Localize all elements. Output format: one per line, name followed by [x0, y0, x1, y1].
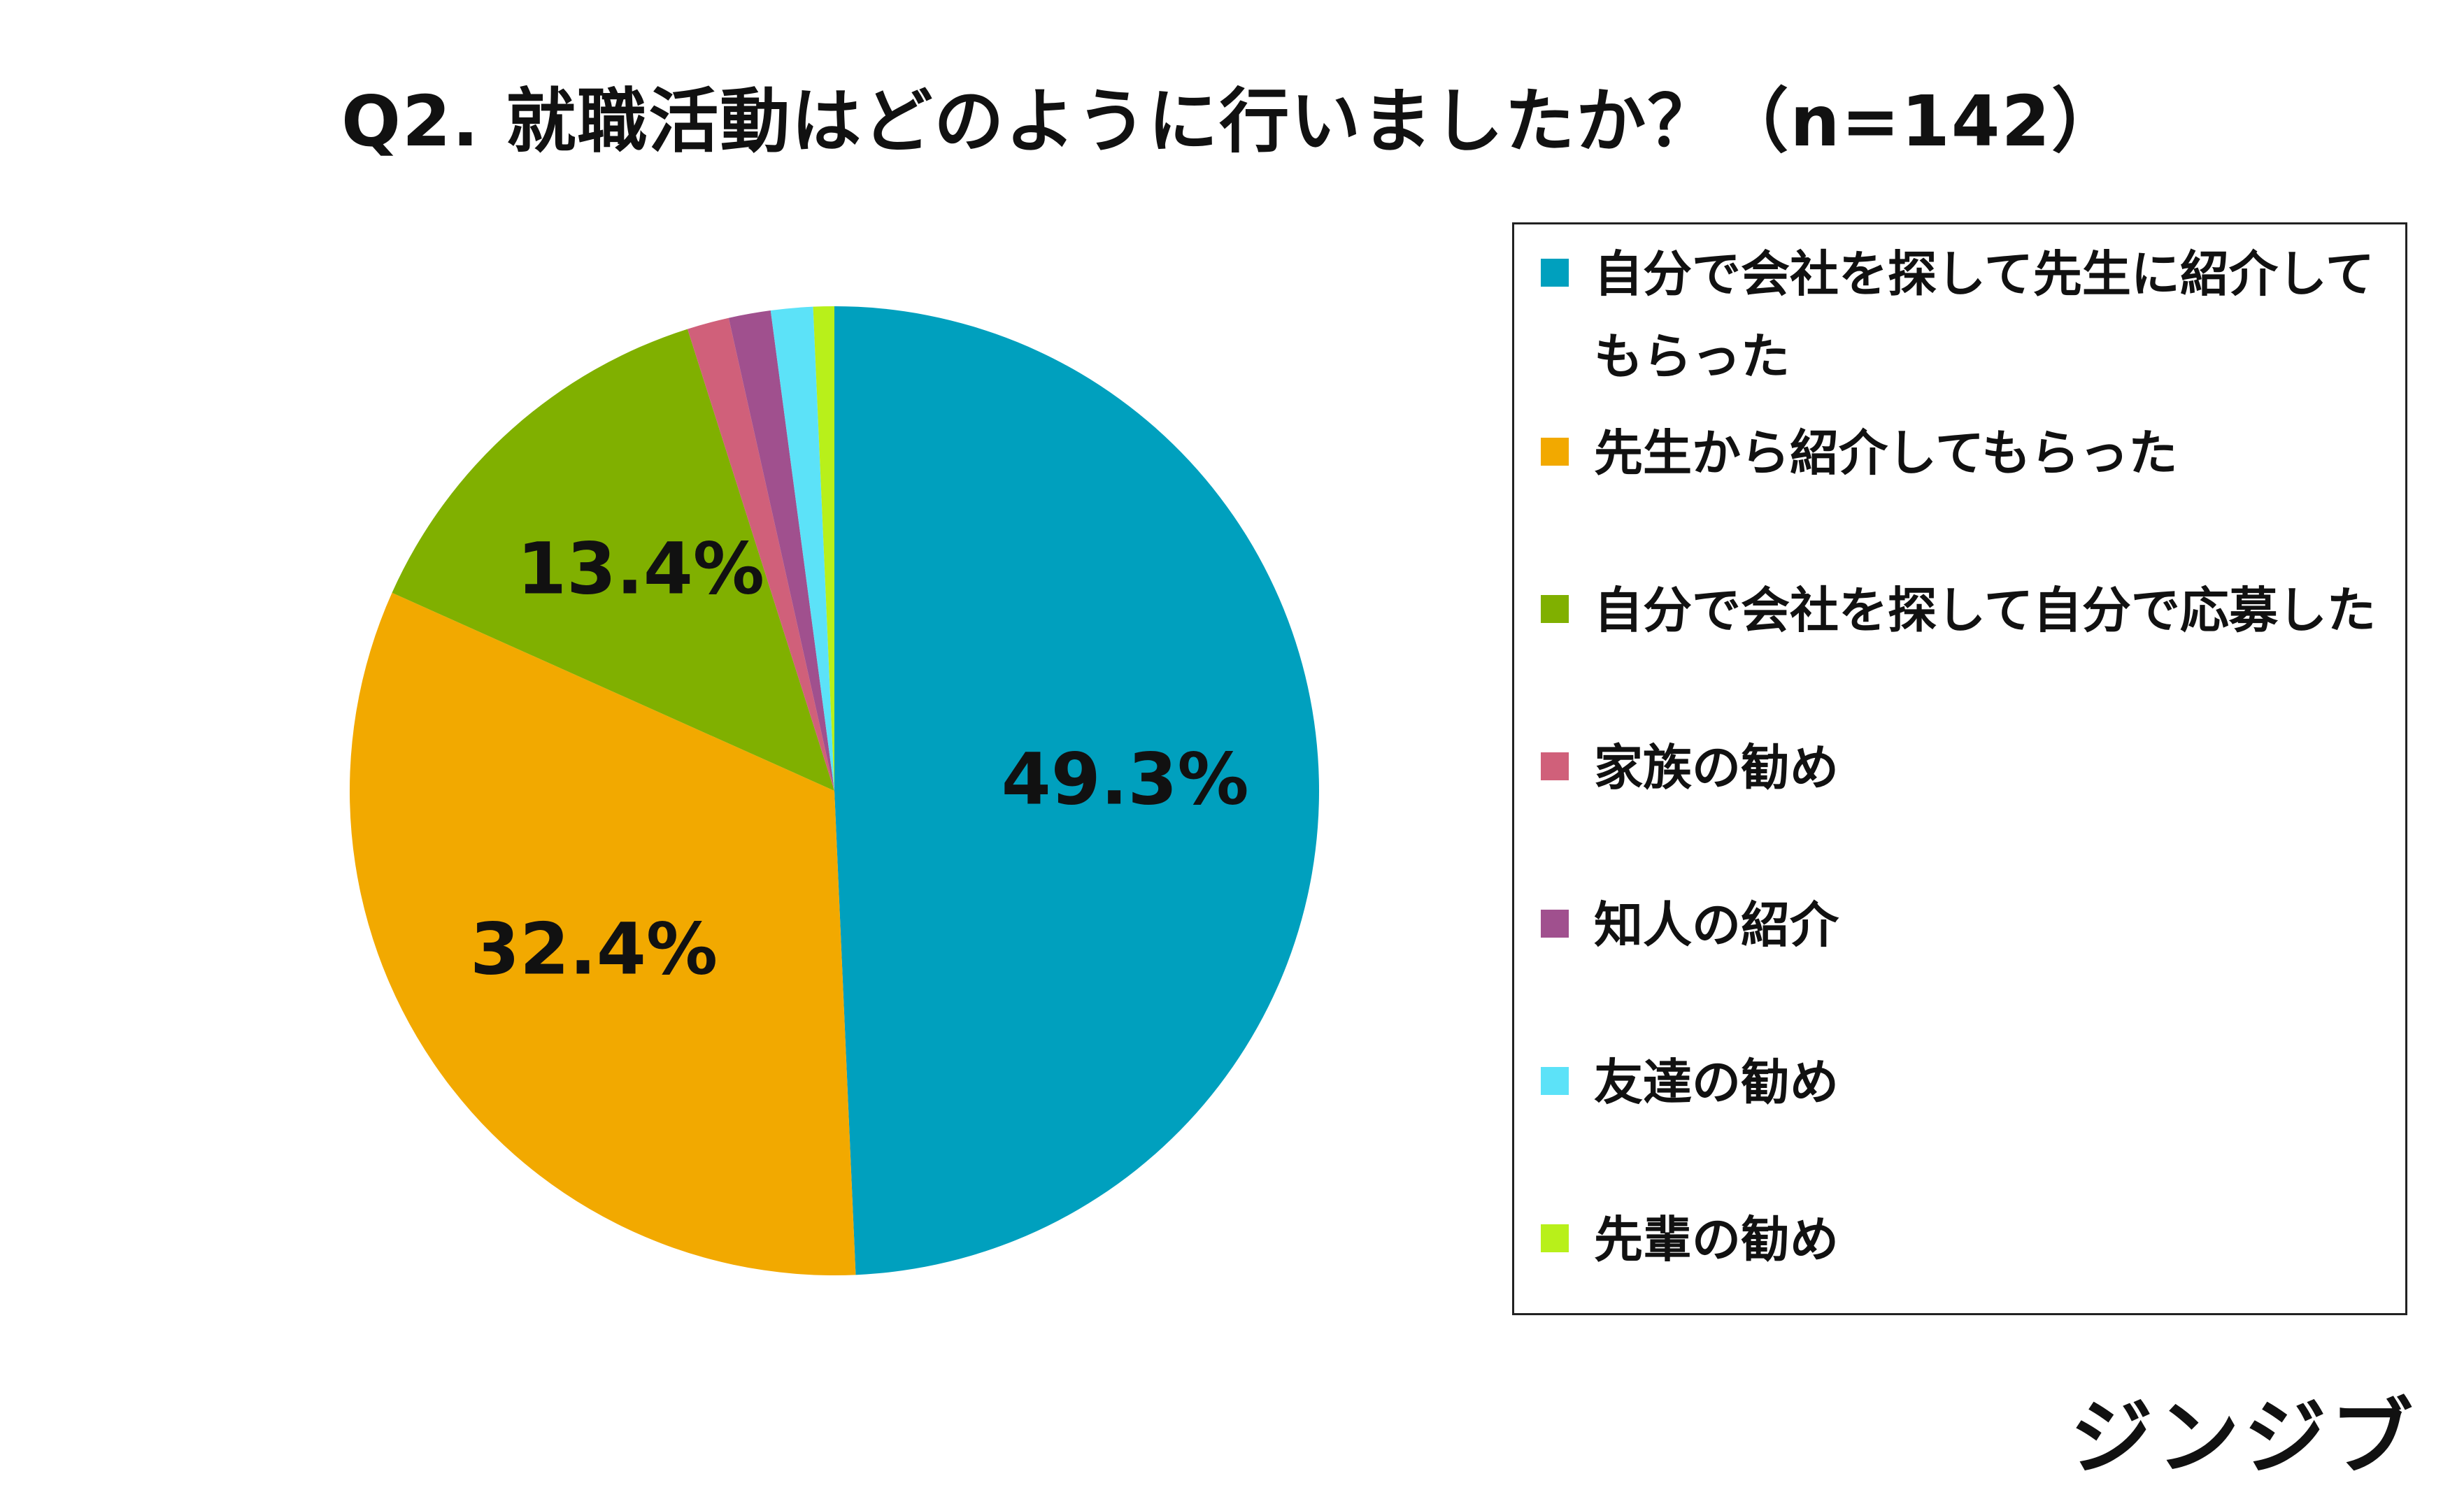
pie-data-label-2: 32.4% [470, 908, 718, 991]
legend-item-5: 知人の紹介 [1534, 884, 2394, 966]
pie-data-label-3: 13.4% [517, 528, 764, 611]
legend-item-2: 先生から紹介してもらった [1534, 412, 2394, 494]
legend-item-4: 家族の勧め [1534, 726, 2394, 809]
legend-item-3: 自分で会社を探して自分で応募した [1534, 569, 2394, 652]
legend-label-6: 友達の勧め [1594, 1054, 1839, 1111]
legend-swatch-2 [1541, 438, 1569, 466]
legend-label-4: 家族の勧め [1594, 739, 1839, 796]
pie-slice-1 [834, 306, 1319, 1275]
pie-slice-2 [350, 592, 856, 1275]
pie-slice-5 [728, 310, 834, 791]
legend-label-3: 自分で会社を探して自分で応募した [1594, 582, 2376, 639]
legend-swatch-6 [1541, 1067, 1569, 1095]
legend-swatch-4 [1541, 752, 1569, 780]
legend-item-1: 自分で会社を探して先生に紹介してもらった [1534, 233, 2394, 398]
legend-swatch-5 [1541, 910, 1569, 938]
chart-title: Q2. 就職活動はどのように行いましたか？（n=142） [341, 80, 2123, 162]
legend-swatch-1 [1541, 259, 1569, 287]
legend-label-1: 自分で会社を探して先生に紹介してもらった [1594, 245, 2374, 385]
pie-slice-3 [392, 329, 834, 791]
pie-slice-4 [687, 317, 834, 791]
pie-data-label-1: 49.3% [1002, 738, 1249, 822]
pie-data-labels: 49.3% 32.4% 13.4% [470, 528, 1248, 991]
legend-swatch-3 [1541, 595, 1569, 623]
legend-item-6: 友達の勧め [1534, 1041, 2394, 1124]
legend-label-5: 知人の紹介 [1594, 896, 1839, 954]
pie-slice-6 [770, 306, 834, 791]
pie-slice-7 [813, 306, 834, 791]
legend-label-7: 先輩の勧め [1594, 1211, 1839, 1268]
legend: 自分で会社を探して先生に紹介してもらった先生から紹介してもらった自分で会社を探し… [1512, 222, 2407, 1315]
legend-swatch-7 [1541, 1224, 1569, 1252]
brand-logo: ジンジブ [2070, 1389, 2418, 1486]
legend-item-7: 先輩の勧め [1534, 1198, 2394, 1281]
pie-slices [350, 306, 1319, 1275]
legend-label-2: 先生から紹介してもらった [1594, 424, 2178, 482]
